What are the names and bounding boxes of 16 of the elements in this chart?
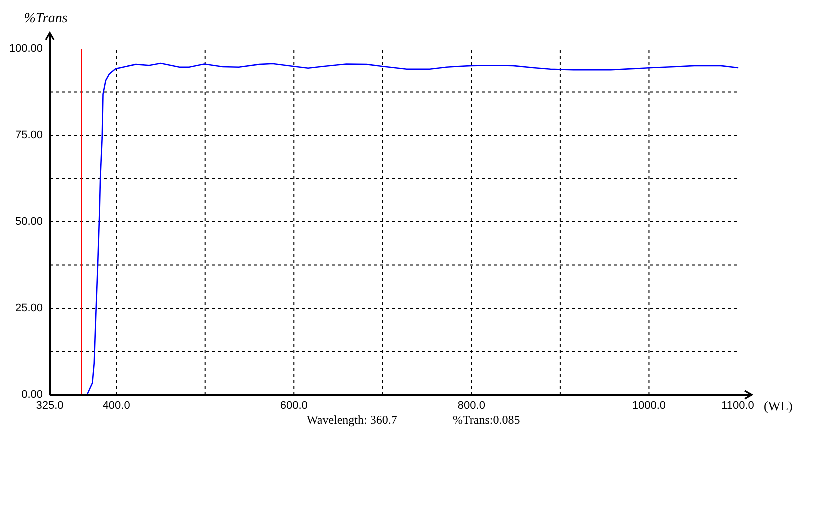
x-tick-label: 600.0 [280, 400, 308, 412]
text: %Trans:0.085 [453, 413, 520, 427]
x-tick-label: 1100.0 [722, 400, 754, 412]
y-tick-label: 100.00 [9, 43, 43, 55]
line-series [49, 62, 739, 396]
x-tick-label: 400.0 [102, 400, 130, 412]
x-tick-label: 1000.0 [632, 400, 666, 412]
y-tick-label: 75.00 [15, 130, 43, 142]
x-axis-title: (WL) [764, 398, 793, 414]
x-tick-label: 325.0 [36, 400, 64, 412]
text: Wavelength: 360.7 [307, 413, 398, 427]
y-tick-label: 50.00 [15, 216, 43, 228]
y-axis-title: %Trans [24, 12, 68, 26]
x-tick-label: 800.0 [458, 400, 486, 412]
y-tick-label: 25.00 [15, 302, 43, 314]
y-tick-label: 0.00 [22, 389, 43, 401]
